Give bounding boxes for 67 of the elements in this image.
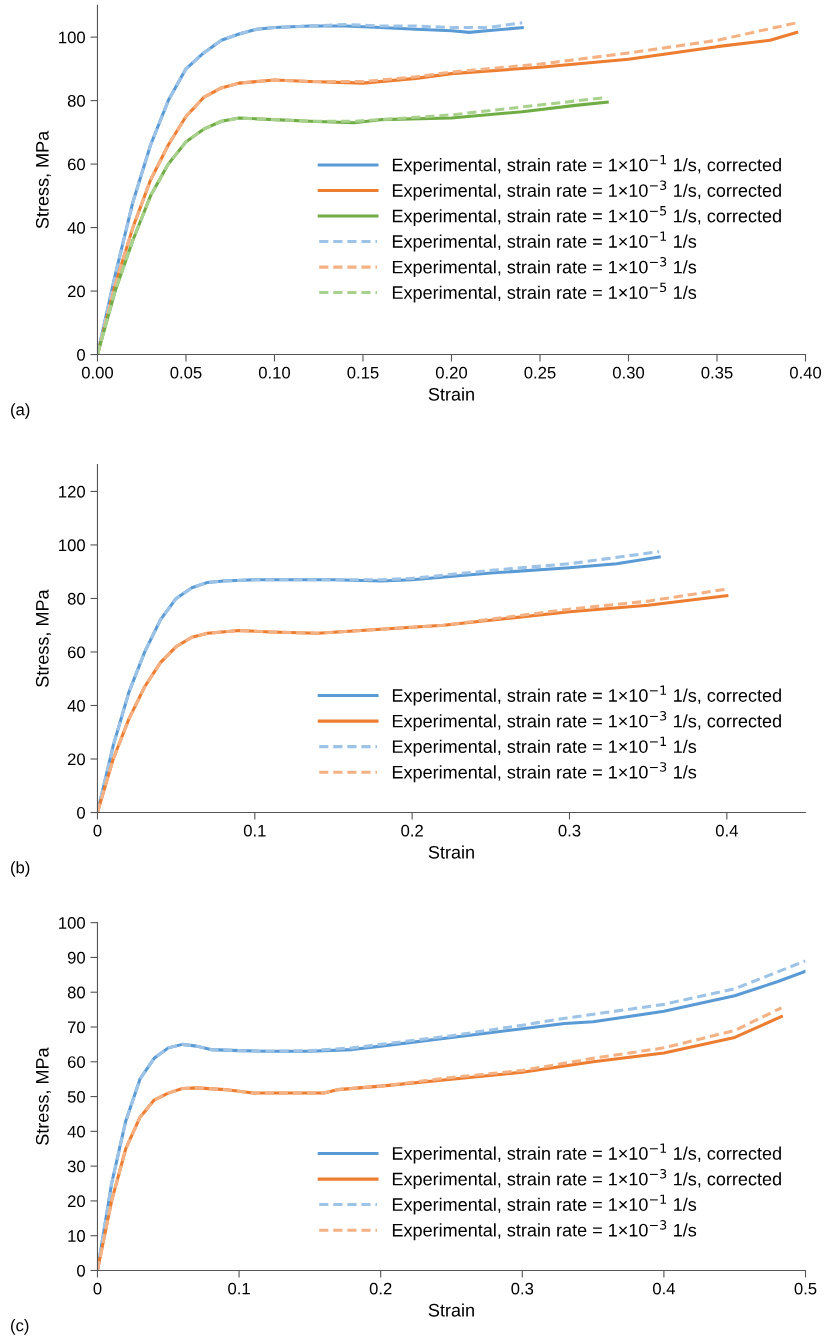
y-tick-label: 40 (67, 1125, 86, 1138)
y-tick-label: 0 (77, 348, 85, 361)
y-tick-label: 60 (67, 158, 86, 171)
y-tick-label: 40 (67, 699, 86, 712)
x-tick-label: 0 (93, 824, 102, 837)
x-tick-label: 0.30 (612, 366, 645, 379)
y-tick-label: 10 (68, 1230, 86, 1242)
x-tick-label: 0.35 (701, 366, 733, 379)
x-tick-label: 0.1 (228, 1282, 250, 1295)
legend-label: Experimental, strain rate = 1×10$^{−1}$ 1/s (392, 231, 697, 252)
x-axis-title: Strain (428, 1303, 474, 1317)
legend-label: Experimental, strain rate = 1×10$^{−1}$ 1/s (392, 736, 697, 757)
legend-label: Experimental, strain rate = 1×10$^{−3}$ 1/s, corrected (392, 180, 781, 201)
x-tick-label: 0 (93, 1282, 102, 1295)
legend-label: Experimental, strain rate = 1×10$^{−3}$ 1/s, corrected (392, 711, 781, 732)
y-tick-label: 20 (67, 1195, 86, 1208)
x-tick-label: 0.5 (794, 1282, 817, 1295)
y-tick-label: 40 (67, 221, 86, 234)
legend-label: Experimental, strain rate = 1×10$^{−1}$ 1/s (392, 1194, 697, 1215)
text: (b) (11, 861, 30, 877)
y-tick-label: 100 (59, 917, 86, 929)
x-axis-title: Strain (428, 387, 474, 401)
text: (c) (11, 1319, 29, 1335)
y-tick-label: 80 (67, 986, 86, 999)
x-tick-label: 0.4 (715, 824, 738, 837)
legend-label: Experimental, strain rate = 1×10$^{−1}$ 1/s, corrected (392, 1143, 781, 1164)
y-tick-label: 100 (59, 539, 86, 552)
y-tick-label: 90 (67, 951, 86, 964)
legend-label: Experimental, strain rate = 1×10$^{−3}$ 1/s (392, 257, 697, 278)
y-tick-label: 70 (67, 1021, 86, 1034)
y-tick-label: 100 (59, 31, 86, 44)
x-tick-label: 0.15 (347, 366, 379, 379)
text: (a) (11, 403, 30, 419)
y-tick-label: 20 (67, 285, 86, 298)
y-tick-label: 60 (67, 1056, 86, 1068)
y-tick-label: 80 (67, 95, 86, 107)
legend-label: Experimental, strain rate = 1×10$^{−5}$ 1/s (392, 282, 697, 303)
y-tick-label: 30 (67, 1160, 86, 1173)
y-tick-label: 20 (67, 753, 86, 766)
x-tick-label: 0.3 (511, 1282, 534, 1295)
x-tick-label: 0.40 (789, 366, 822, 379)
x-tick-label: 0.4 (652, 1282, 675, 1295)
x-tick-label: 0.1 (243, 824, 266, 837)
legend-label: Experimental, strain rate = 1×10$^{−1}$ 1/s, corrected (392, 155, 781, 175)
y-tick-label: 80 (67, 592, 86, 605)
x-tick-label: 0.2 (369, 1282, 392, 1295)
legend-label: Experimental, strain rate = 1×10$^{−1}$ 1/s, corrected (392, 685, 781, 706)
y-tick-label: 60 (67, 646, 86, 659)
y-tick-label: 0 (77, 806, 85, 819)
y-tick-label: 120 (59, 485, 86, 498)
x-tick-label: 0.25 (524, 366, 556, 379)
y-tick-label: 50 (67, 1090, 86, 1103)
x-tick-label: 0.00 (81, 366, 114, 379)
y-axis-title: Stress, MPa (35, 589, 51, 687)
legend-label: Experimental, strain rate = 1×10$^{−3}$ 1/s (392, 1220, 697, 1241)
legend-label: Experimental, strain rate = 1×10$^{−3}$ 1/s (392, 762, 697, 783)
x-tick-label: 0.10 (258, 366, 291, 379)
legend-label: Experimental, strain rate = 1×10$^{−3}$ 1/s, corrected (392, 1168, 781, 1190)
x-axis-title: Strain (428, 845, 474, 859)
legend-label: Experimental, strain rate = 1×10$^{−5}$ 1/s, corrected (392, 206, 781, 226)
y-axis-title: Stress, MPa (35, 130, 51, 229)
x-tick-label: 0.2 (401, 824, 423, 837)
x-tick-label: 0.20 (435, 366, 468, 379)
x-tick-label: 0.3 (558, 824, 581, 837)
y-tick-label: 0 (77, 1264, 85, 1277)
y-axis-title: Stress, MPa (35, 1047, 51, 1145)
x-tick-label: 0.05 (170, 366, 202, 379)
